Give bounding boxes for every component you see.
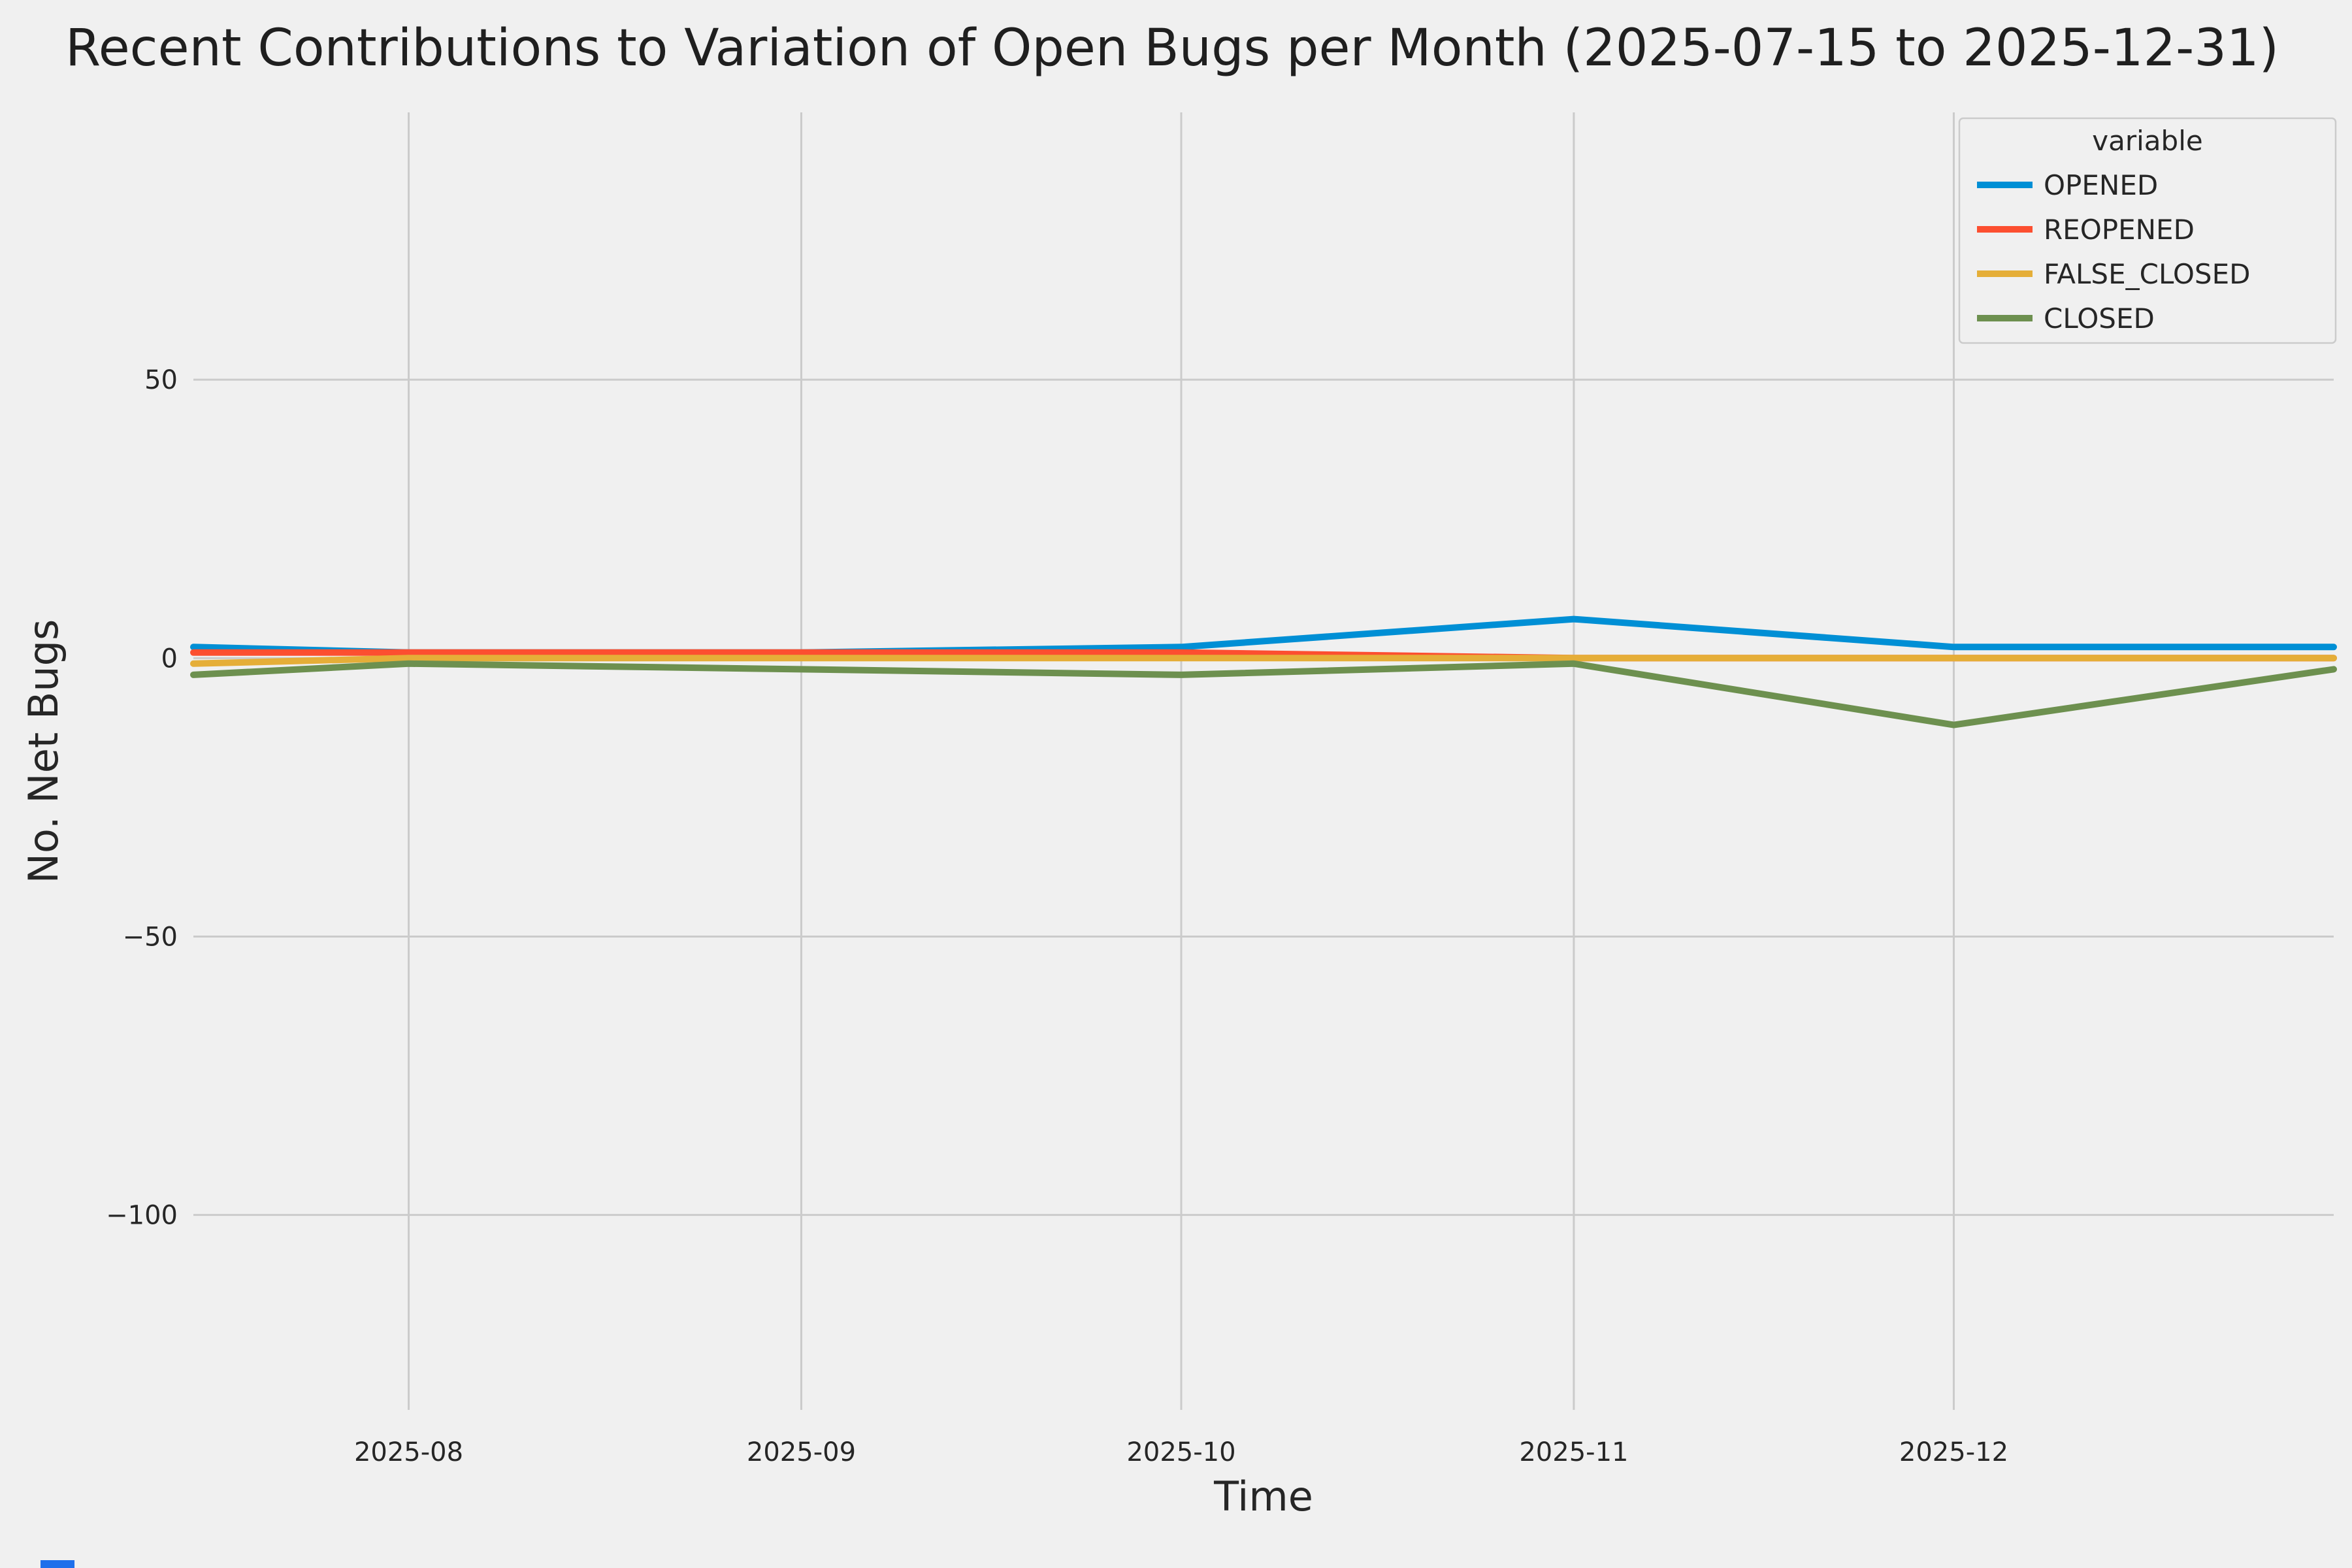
- y-axis-label: No. Net Bugs: [20, 619, 67, 884]
- y-tick-label: −100: [106, 1201, 178, 1231]
- legend: variable OPENED REOPENED FALSE_CLOSED CLOSED: [1958, 117, 2337, 344]
- y-tick-label: 0: [161, 644, 178, 674]
- chart-title: Recent Contributions to Variation of Ope…: [65, 19, 2279, 78]
- x-axis-label: Time: [1213, 1473, 1313, 1520]
- legend-label-opened: OPENED: [2044, 169, 2158, 201]
- x-tick-label: 2025-11: [1519, 1437, 1628, 1467]
- y-tick-label: 50: [144, 365, 178, 395]
- x-tick-label: 2025-12: [1899, 1437, 2008, 1467]
- series-line-false_closed: [190, 655, 2337, 667]
- x-tick-labels: 2025-08 2025-09 2025-10 2025-11 2025-12: [354, 1437, 2008, 1467]
- y-tick-label: −50: [123, 922, 178, 952]
- legend-label-false_closed: FALSE_CLOSED: [2044, 258, 2250, 290]
- y-tick-labels: 50 0 −50 −100: [106, 365, 178, 1231]
- partial-ui-fragment: [41, 1560, 74, 1568]
- series-line-opened: [190, 615, 2337, 656]
- legend-title: variable: [2092, 125, 2202, 157]
- series-line-closed: [190, 660, 2337, 728]
- series-lines: [190, 615, 2337, 728]
- legend-label-reopened: REOPENED: [2044, 214, 2195, 246]
- legend-box: [1958, 117, 2337, 344]
- x-tick-label: 2025-10: [1126, 1437, 1235, 1467]
- x-tick-label: 2025-09: [747, 1437, 856, 1467]
- legend-label-closed: CLOSED: [2044, 302, 2155, 335]
- x-tick-label: 2025-08: [354, 1437, 463, 1467]
